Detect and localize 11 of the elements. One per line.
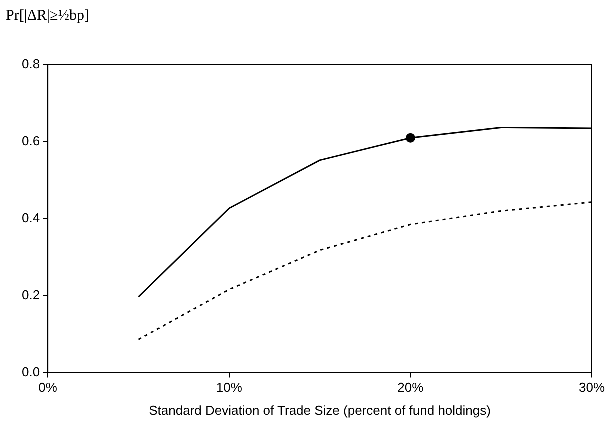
x-tick-label: 10% — [216, 380, 243, 396]
y-axis-title: Pr[|ΔR|≥½bp] — [6, 8, 90, 25]
y-tick-label: 0.0 — [22, 364, 40, 380]
x-axis-title: Standard Deviation of Trade Size (percent of fund holdings) — [149, 402, 491, 418]
x-tick-label: 0% — [38, 380, 58, 396]
y-tick-label: 0.6 — [22, 134, 40, 149]
y-tick-label: 0.2 — [22, 287, 40, 302]
x-tick-label: 20% — [398, 380, 424, 396]
x-tick-label: 30% — [578, 380, 606, 396]
y-tick-label: 0.8 — [22, 56, 40, 72]
y-tick-label: 0.4 — [22, 210, 40, 226]
